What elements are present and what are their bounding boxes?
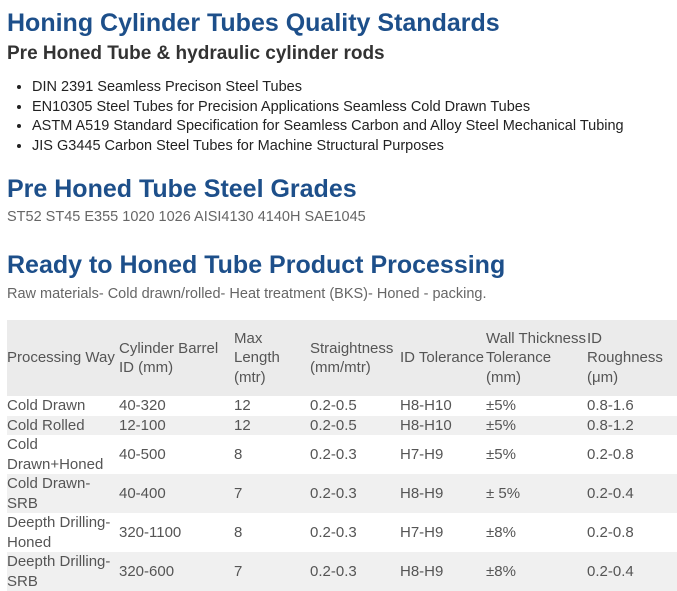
grades-text: ST52 ST45 E355 1020 1026 AISI4130 4140H … (7, 209, 366, 225)
table-cell: 0.2-0.5 (310, 397, 357, 414)
table-cell: H8-H9 (400, 484, 444, 502)
table-cell: 8 (234, 523, 243, 541)
table-cell: H7-H9 (400, 523, 444, 541)
standard-item: DIN 2391 Seamless Precison Steel Tubes (32, 78, 624, 98)
table-cell: 0.2-0.3 (310, 445, 357, 463)
standards-list: DIN 2391 Seamless Precison Steel TubesEN… (10, 78, 624, 156)
table-cell: Deepth Drilling-SRB (7, 553, 111, 590)
grades-title: Pre Honed Tube Steel Grades (7, 175, 357, 203)
table-row: Cold Drawn 40-320 12 0.2-0.5 H8-H10 ±5% 0.8-1.… (7, 396, 677, 416)
table-cell: 0.2-0.8 (587, 445, 634, 463)
table-cell: 0.2-0.4 (587, 484, 634, 502)
title: Honing Cylinder Tubes Quality Standards (7, 9, 500, 37)
spec-table: Processing Way Cylinder Barrel ID (mm) Max… (7, 320, 677, 591)
table-cell: 40-320 (119, 397, 166, 414)
column-header: ID Roughness (μm) (587, 329, 663, 386)
table-cell: ±5% (486, 397, 516, 414)
column-header: Wall Thickness Tolerance (mm) (486, 329, 587, 386)
table-cell: 0.8-1.6 (587, 397, 634, 414)
table-row: Cold Drawn-SRB 40-400 7 0.2-0.3 H8-H9 ± 5% 0.2… (7, 474, 677, 513)
table-cell: Deepth Drilling-Honed (7, 514, 111, 551)
table-cell: 8 (234, 445, 243, 463)
table-cell: Cold Drawn+Honed (7, 436, 104, 473)
table-cell: 0.2-0.4 (587, 562, 634, 580)
column-header: Straightness (mm/mtr) (310, 339, 394, 377)
table-cell: ±5% (486, 445, 516, 463)
table-cell: 0.8-1.2 (587, 416, 634, 434)
column-header: Max Length (mtr) (234, 329, 280, 386)
column-header: Processing Way (7, 349, 115, 367)
table-cell: 0.2-0.3 (310, 523, 357, 541)
table-cell: 320-600 (119, 562, 175, 580)
table-cell: 0.2-0.8 (587, 523, 634, 541)
table-cell: H8-H10 (400, 397, 452, 414)
table-cell: 0.2-0.3 (310, 562, 357, 580)
table-body: Cold Drawn 40-320 12 0.2-0.5 H8-H10 ±5% 0.8-1.… (7, 396, 677, 591)
table-cell: ±5% (486, 416, 516, 434)
table-cell: Cold Drawn (7, 397, 86, 414)
column-header: Cylinder Barrel ID (mm) (119, 339, 219, 377)
table-cell: H8-H9 (400, 562, 444, 580)
standard-item: JIS G3445 Carbon Steel Tubes for Machine… (32, 137, 624, 157)
table-cell: Cold Rolled (7, 416, 85, 434)
table-cell: 320-1100 (119, 523, 182, 541)
processing-title: Ready to Honed Tube Product Processing (7, 251, 506, 279)
table-cell: 7 (234, 562, 243, 580)
header-row: Processing Way Cylinder Barrel ID (mm) Max… (7, 320, 677, 396)
table-cell: H7-H9 (400, 445, 444, 463)
table-cell: 40-400 (119, 484, 166, 502)
table-cell: 12 (234, 397, 251, 414)
table-cell: Cold Drawn-SRB (7, 475, 91, 512)
table-cell: 0.2-0.5 (310, 416, 357, 434)
table-cell: ±8% (486, 523, 516, 541)
column-header: ID Tolerance (400, 349, 484, 367)
processing-text: Raw materials- Cold drawn/rolled- Heat t… (7, 286, 487, 302)
standard-item: ASTM A519 Standard Specification for Sea… (32, 117, 624, 137)
subtitle: Pre Honed Tube & hydraulic cylinder rods (7, 43, 385, 64)
table-cell: H8-H10 (400, 416, 452, 434)
standard-item: EN10305 Steel Tubes for Precision Applic… (32, 98, 624, 118)
table-cell: 40-500 (119, 445, 166, 463)
table-cell: ± 5% (486, 484, 521, 502)
table-row: Deepth Drilling-Honed 320-1100 8 0.2-0.3 H7-… (7, 513, 677, 552)
table-row: Deepth Drilling-SRB 320-600 7 0.2-0.3 H8-H9 ±… (7, 552, 677, 591)
table-cell: ±8% (486, 562, 516, 580)
table-cell: 7 (234, 484, 243, 502)
table-row: Cold Drawn+Honed 40-500 8 0.2-0.3 H7-H9 ±5% 0.… (7, 435, 677, 474)
table-cell: 0.2-0.3 (310, 484, 357, 502)
table-cell: 12-100 (119, 416, 166, 434)
table-row: Cold Rolled 12-100 12 0.2-0.5 H8-H10 ±5% 0.8-1… (7, 415, 677, 435)
table-cell: 12 (234, 416, 251, 434)
